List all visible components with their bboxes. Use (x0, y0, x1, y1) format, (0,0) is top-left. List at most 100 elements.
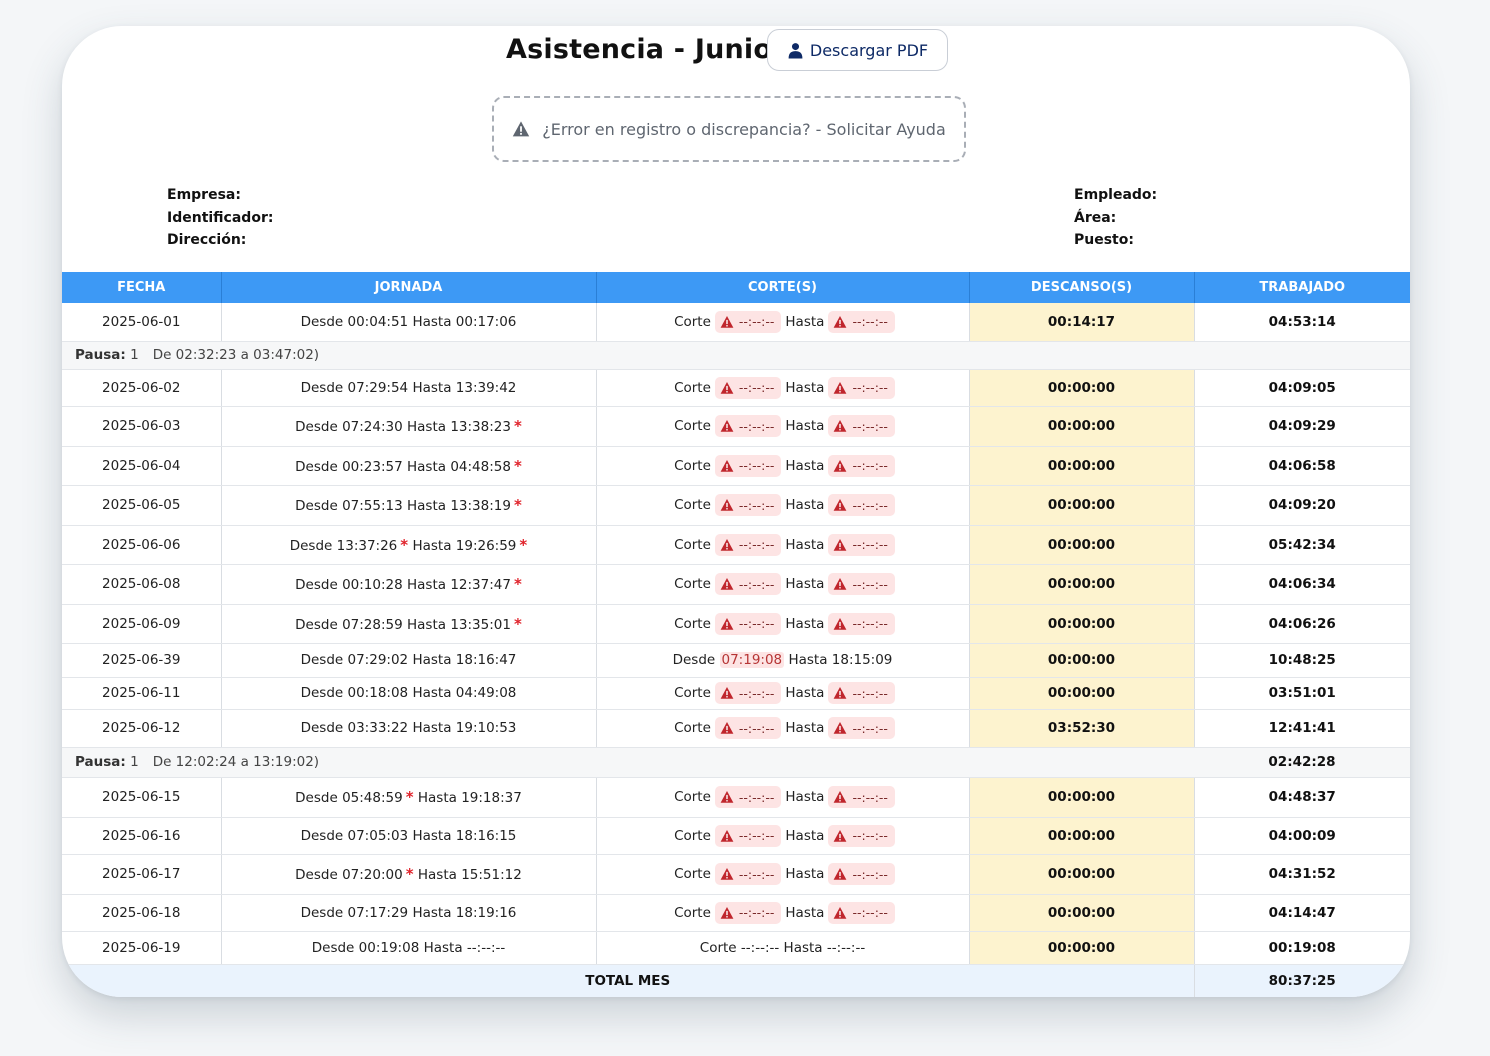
jornada-from: 07:28:59 (342, 616, 403, 633)
edited-marker: * (405, 865, 414, 883)
jornada-cell: Desde 07:20:00 * Hasta 15:51:12 (220, 854, 596, 895)
fecha-cell: 2025-06-03 (62, 406, 221, 447)
desde-label: Desde (300, 904, 344, 921)
missing-time-value: --:--:-- (738, 685, 775, 701)
hasta-label: Hasta (785, 497, 825, 513)
missing-time-badge: --:--:-- (828, 573, 895, 595)
identificador-label: Identificador: (167, 209, 274, 226)
jornada-from: 07:29:54 (347, 379, 409, 396)
edited-marker: * (400, 535, 409, 554)
edited-marker: * (405, 788, 414, 806)
cortes-cell: Corte --:--:-- Hasta --:--:-- (595, 446, 969, 486)
missing-time-badge: --:--:-- (714, 494, 782, 516)
warning-triangle-icon (720, 538, 734, 551)
corte-label: Corte (674, 720, 711, 736)
descanso-cell: 00:00:00 (968, 894, 1194, 932)
missing-time-value: --:--:-- (852, 866, 888, 882)
warning-triangle-icon (720, 617, 734, 630)
desde-label: Desde (300, 720, 344, 736)
trabajado-cell: 03:51:01 (1193, 677, 1410, 710)
missing-time-badge: --:--:-- (714, 573, 782, 595)
warning-triangle-icon (720, 791, 734, 803)
missing-time-badge: --:--:-- (714, 824, 782, 847)
descanso-cell: 00:14:17 (968, 303, 1194, 342)
fecha-cell: 2025-06-18 (62, 894, 221, 932)
jornada-cell: Desde 13:37:26 * Hasta 19:26:59 * (220, 525, 596, 565)
desde-label: Desde (295, 498, 338, 514)
pause-range: De 02:32:23 a 03:47:02) (152, 347, 320, 363)
missing-time-badge: --:--:-- (828, 786, 895, 808)
missing-time-value: --:--:-- (738, 418, 775, 434)
cortes-cell: Corte --:--:-- Hasta --:--:-- (595, 369, 969, 407)
cortes-cell: Corte --:--:-- Hasta --:--:-- (595, 894, 969, 932)
direccion-label: Dirección: (167, 232, 247, 248)
warning-triangle-icon (720, 578, 734, 590)
help-request-link[interactable]: ¿Error en registro o discrepancia? - Sol… (492, 96, 966, 162)
col-header-descansos: DESCANSO(S) (968, 272, 1194, 303)
descanso-cell: 00:00:00 (968, 777, 1194, 818)
hasta-label: Hasta (407, 577, 447, 593)
warning-triangle-icon (720, 420, 734, 432)
fecha-cell: 2025-06-12 (62, 709, 221, 748)
pause-row: Pausa: 1 De 02:32:23 a 03:47:02) (62, 341, 1410, 370)
hasta-label: Hasta (407, 498, 447, 514)
cortes-cell: Corte --:--:-- Hasta --:--:-- (595, 485, 969, 526)
missing-time-value: --:--:-- (738, 497, 775, 513)
corte-label: Corte (674, 379, 711, 396)
table-row: 2025-06-11 Desde 00:18:08 Hasta 04:49:08 C… (62, 677, 1410, 710)
table-header-row: FECHA JORNADA CORTE(S) DESCANSO(S) TRABA… (62, 272, 1410, 303)
warning-triangle-icon (834, 906, 847, 919)
fecha-cell: 2025-06-08 (62, 564, 221, 605)
pause-detail: Pausa: 1 De 12:02:24 a 13:19:02) (62, 747, 1194, 778)
cut-to: --:--:-- (826, 939, 866, 956)
warning-triangle-icon (720, 315, 734, 328)
hasta-label: Hasta (412, 720, 452, 736)
edited-marker: * (513, 614, 522, 633)
cortes-cell: Corte --:--:-- Hasta --:--:-- (595, 709, 969, 748)
warning-triangle-icon (720, 687, 734, 699)
descanso-cell: 00:00:00 (968, 817, 1194, 855)
cortes-cell: Corte --:--:-- Hasta --:--:-- (595, 406, 969, 447)
download-pdf-button[interactable]: Descargar PDF (767, 29, 948, 71)
pause-count: 1 (130, 754, 139, 770)
table-row: 2025-06-04 Desde 00:23:57 Hasta 04:48:58 *… (62, 446, 1410, 486)
missing-time-badge: --:--:-- (828, 824, 895, 847)
descanso-cell: 00:00:00 (968, 643, 1194, 678)
missing-time-badge: --:--:-- (714, 901, 782, 924)
missing-time-value: --:--:-- (852, 458, 888, 473)
fecha-cell: 2025-06-15 (62, 777, 221, 818)
jornada-from: 13:37:26 (336, 537, 398, 554)
missing-time-value: --:--:-- (852, 905, 888, 920)
pause-label: Pausa: (75, 347, 126, 363)
fecha-cell: 2025-06-16 (62, 817, 221, 855)
edited-marker: * (513, 575, 522, 593)
desde-label: Desde (300, 313, 344, 330)
hasta-label: Hasta (412, 904, 452, 921)
puesto-label: Puesto: (1074, 232, 1134, 248)
jornada-to: 04:48:58 (450, 458, 511, 475)
jornada-from: 03:33:22 (347, 720, 409, 736)
desde-label: Desde (295, 616, 338, 633)
descanso-cell: 00:00:00 (968, 446, 1194, 486)
jornada-cell: Desde 07:29:54 Hasta 13:39:42 (220, 369, 596, 407)
missing-time-value: --:--:-- (738, 380, 775, 395)
cortes-cell: Corte --:--:-- Hasta --:--:-- (595, 777, 969, 818)
jornada-cell: Desde 00:18:08 Hasta 04:49:08 (220, 677, 596, 710)
missing-time-badge: --:--:-- (828, 901, 895, 924)
empleado-label: Empleado: (1074, 187, 1158, 203)
descanso-cell: 00:00:00 (968, 604, 1194, 644)
jornada-from: 07:24:30 (342, 419, 403, 435)
warning-triangle-icon (720, 381, 734, 394)
warning-triangle-icon (834, 499, 847, 511)
jornada-to: 13:35:01 (450, 616, 511, 633)
warning-triangle-icon (834, 459, 847, 472)
warning-triangle-icon (834, 420, 847, 432)
missing-time-value: --:--:-- (738, 866, 775, 882)
pause-range: De 12:02:24 a 13:19:02) (152, 754, 320, 770)
pause-detail: Pausa: 1 De 02:32:23 a 03:47:02) (62, 341, 1194, 370)
table-row: 2025-06-19 Desde 00:19:08 Hasta --:--:-- C… (62, 931, 1410, 965)
trabajado-cell: 04:14:47 (1193, 894, 1410, 932)
cortes-cell: Corte --:--:-- Hasta --:--:-- (595, 854, 969, 895)
missing-time-value: --:--:-- (852, 314, 888, 330)
hasta-label: Hasta (785, 536, 825, 553)
